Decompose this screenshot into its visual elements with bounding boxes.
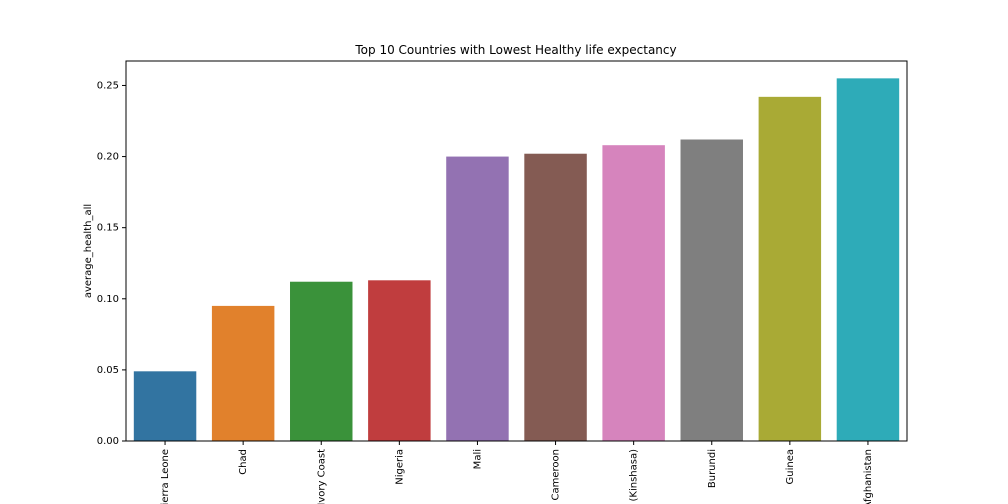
bar: [758, 96, 822, 441]
bars-group: [133, 78, 900, 441]
x-tick-label: Congo (Kinshasa): [629, 449, 640, 504]
chart-title: Top 10 Countries with Lowest Healthy lif…: [354, 43, 676, 57]
x-tick-label: Ivory Coast: [316, 449, 327, 504]
x-tick-label: Mali: [472, 449, 483, 469]
y-tick-label: 0.00: [97, 436, 119, 447]
x-axis-ticks: Sierra Leone Chad Ivory Coast Nigeria Mali Ca…: [160, 441, 874, 504]
x-tick-label: Nigeria: [394, 449, 405, 485]
x-tick-label: Burundi: [707, 449, 718, 488]
bar: [368, 280, 431, 441]
x-tick-label: Chad: [238, 449, 249, 475]
bar: [602, 145, 665, 441]
y-axis-ticks: 0.00 0.05 0.10 0.15 0.20 0.25: [97, 80, 126, 447]
y-tick-label: 0.20: [97, 152, 119, 163]
bar: [446, 156, 509, 441]
bar: [290, 281, 353, 441]
x-tick-label: Cameroon: [551, 449, 562, 500]
bar: [524, 153, 587, 441]
bar: [133, 371, 197, 441]
y-tick-label: 0.05: [97, 365, 119, 376]
bar: [680, 139, 743, 441]
y-axis-label: average_health_all: [83, 204, 94, 298]
y-tick-label: 0.10: [97, 294, 119, 305]
bar: [211, 305, 275, 441]
plot-frame: [125, 60, 908, 442]
bar: [836, 78, 900, 441]
y-tick-label: 0.25: [97, 80, 119, 91]
x-tick-label: Guinea: [785, 449, 796, 484]
x-tick-label: Afghanistan: [863, 449, 874, 504]
y-tick-label: 0.15: [97, 223, 119, 234]
x-tick-label: Sierra Leone: [160, 449, 171, 504]
